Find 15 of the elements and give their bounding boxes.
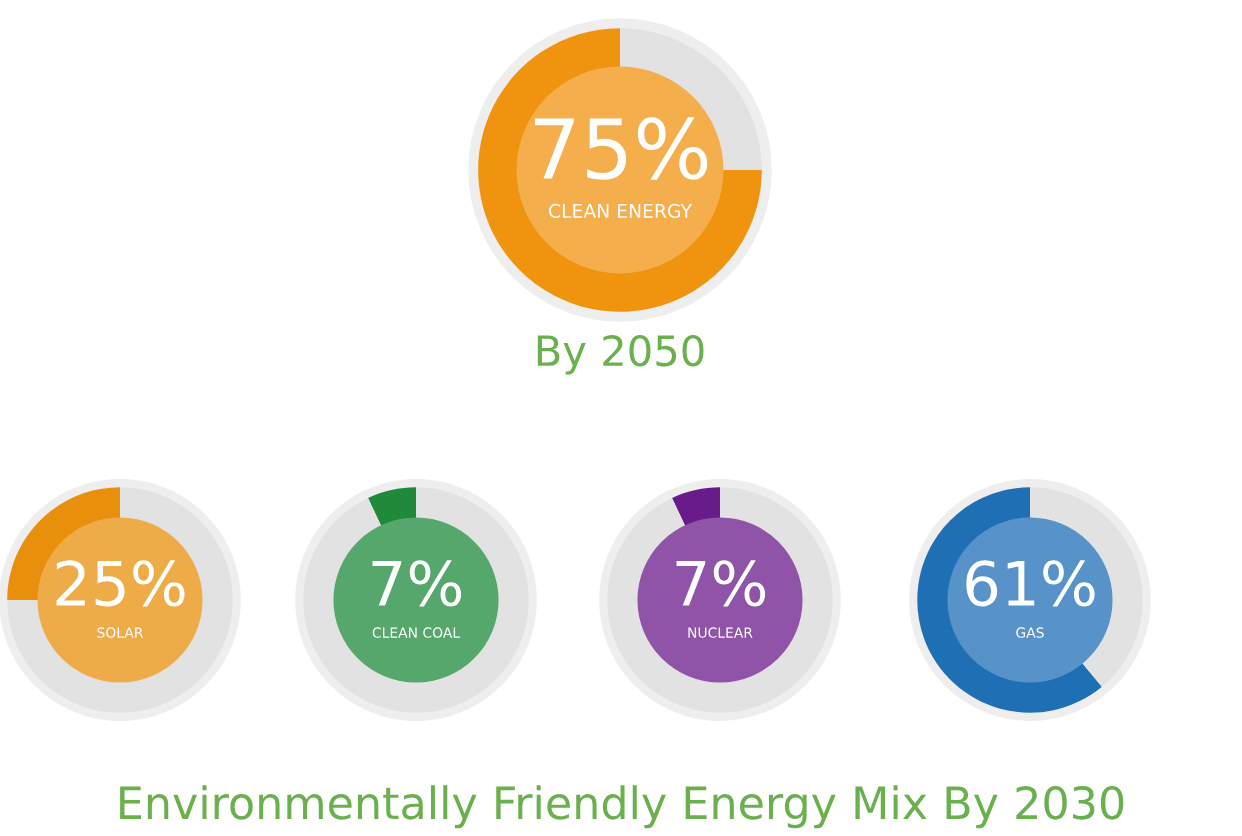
donut-slice — [478, 28, 762, 312]
donut-slice — [303, 487, 529, 713]
donut-slice — [672, 487, 720, 527]
text: By 2050 — [537, 334, 704, 375]
donut-slice — [917, 487, 1102, 713]
donut-slice — [368, 487, 416, 527]
data-label: 61% — [966, 560, 1095, 607]
donut-slice — [607, 487, 833, 713]
data-label: 7% — [676, 560, 766, 607]
data-label: 25% — [56, 560, 185, 607]
text: CLEAN ENERGY — [549, 203, 693, 218]
data-label: 7% — [372, 560, 462, 607]
data-label: 75% — [535, 117, 708, 180]
donut-slice — [7, 487, 233, 713]
text: Environmentally Friendly Energy Mix By 2030 — [120, 785, 1124, 829]
